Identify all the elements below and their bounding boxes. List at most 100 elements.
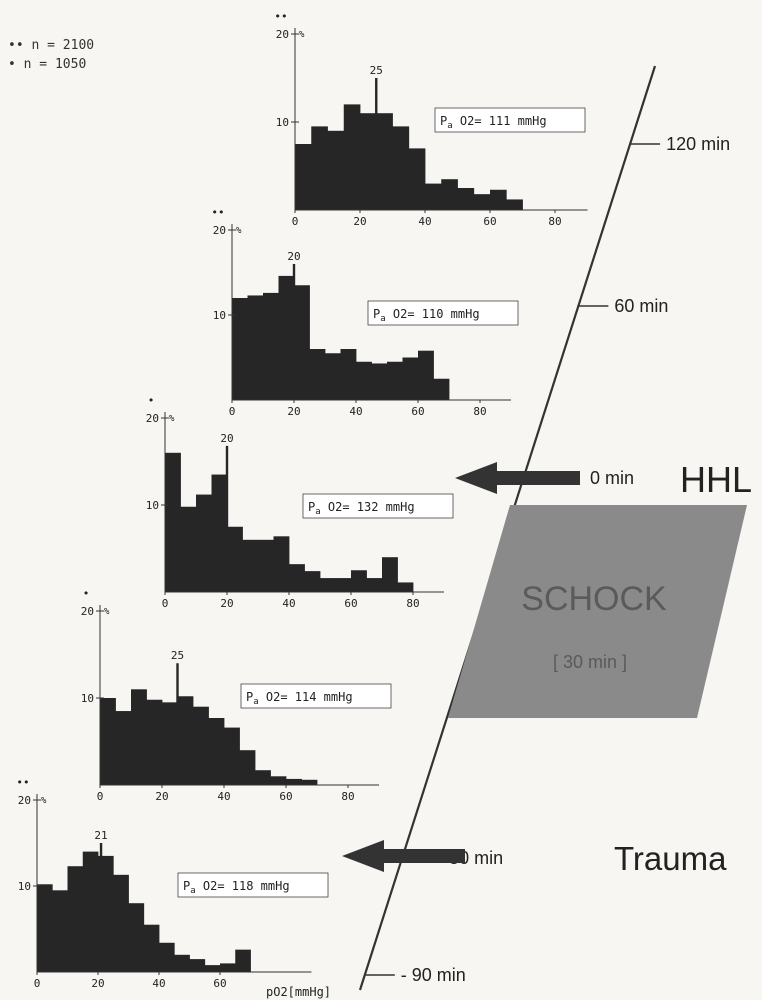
x-tick-label: 60: [279, 790, 292, 803]
timeline-label: - 90 min: [401, 965, 466, 985]
x-tick-label: 40: [217, 790, 230, 803]
histogram-bar: [220, 963, 236, 972]
histogram-bar: [128, 903, 145, 972]
legend-label: n = 2100: [31, 38, 95, 53]
histogram-bar: [327, 130, 345, 210]
n-marker: ••: [274, 10, 287, 23]
histogram-bar: [165, 452, 181, 592]
histogram-bar: [247, 295, 264, 400]
histogram-bar: [433, 378, 450, 400]
histogram-bar: [255, 770, 271, 785]
histogram-bar: [239, 750, 256, 785]
x-tick-label: 20: [287, 405, 300, 418]
histogram-bar: [441, 179, 458, 210]
histogram-bar: [382, 557, 398, 592]
histogram-panel: 25 10 20 % • 0 20 40 60 80 Pa O2= 114 mmHg: [81, 587, 392, 803]
histogram-bar: [371, 363, 388, 400]
histograms: 25 10 20 % •• 0 20 40 60 80 Pa O2= 111 mmHg 20 10 20%…: [16, 10, 588, 999]
pao2-box: [177, 872, 329, 898]
trauma-label: Trauma: [614, 840, 727, 877]
peak-label: 20: [220, 432, 233, 445]
y-tick-label: 20: [276, 28, 289, 41]
histogram-bar: [159, 942, 175, 972]
histogram-bar: [325, 353, 341, 400]
histogram-bar: [311, 126, 328, 210]
peak-label: 25: [171, 649, 184, 662]
y-tick-label: 20: [18, 794, 31, 807]
pao2-box: [367, 300, 519, 326]
histogram-bar: [82, 851, 99, 972]
y-tick-label: 10: [81, 692, 94, 705]
histogram-bar: [309, 349, 326, 400]
histogram-bar: [351, 570, 367, 592]
x-tick-label: 20: [220, 597, 233, 610]
peak-label: 20: [287, 250, 300, 263]
x-tick-label: 0: [34, 977, 41, 990]
histogram-bar: [273, 536, 290, 592]
histogram-bar: [418, 350, 434, 400]
y-unit-label: %: [169, 414, 175, 424]
y-tick-label: 20: [81, 605, 94, 618]
pao2-label: Pa O2= 111 mmHg: [440, 114, 547, 131]
histogram-bar: [392, 126, 410, 210]
histogram-bar: [174, 954, 190, 972]
x-tick-label: 80: [341, 790, 354, 803]
histogram-bar: [397, 582, 414, 592]
x-tick-label: 40: [418, 215, 431, 228]
n-marker: •: [83, 587, 90, 600]
histogram-bar: [227, 526, 243, 592]
histogram-bar: [340, 349, 357, 400]
histogram-bar: [113, 874, 129, 972]
histogram-panel: 20 10 20 % •• 0 20 40 60 80 Pa O2= 110 mmHg: [211, 206, 519, 418]
x-tick-label: 60: [411, 405, 424, 418]
histogram-bar: [473, 194, 491, 210]
histogram-bar: [289, 564, 305, 592]
histogram-bar: [204, 965, 221, 972]
x-tick-label: 0: [97, 790, 104, 803]
histogram-bar: [356, 361, 372, 400]
x-tick-label: 40: [152, 977, 165, 990]
n-marker: ••: [16, 776, 29, 789]
pao2-label: Pa O2= 110 mmHg: [373, 307, 480, 324]
histogram-bar: [224, 727, 240, 785]
hhl-arrow: [455, 462, 580, 494]
peak-label: 21: [94, 829, 107, 842]
y-unit-label: %: [236, 226, 242, 236]
x-tick-label: 60: [213, 977, 226, 990]
histogram-bar: [131, 689, 147, 785]
pao2-label: Pa O2= 114 mmHg: [246, 690, 353, 707]
x-tick-label: 40: [282, 597, 295, 610]
x-tick-label: 20: [155, 790, 168, 803]
histogram-bar: [115, 711, 132, 785]
x-tick-label: 60: [344, 597, 357, 610]
histogram-bar: [387, 361, 403, 400]
histogram-bar: [278, 275, 295, 400]
histogram-bar: [457, 188, 475, 210]
x-unit-label: pO2[mmHg]: [266, 985, 331, 999]
histogram-bar: [162, 702, 178, 785]
histogram-bar: [320, 578, 336, 592]
histogram-bar: [211, 474, 228, 592]
y-unit-label: %: [41, 796, 47, 806]
y-tick-label: 20: [146, 412, 159, 425]
y-tick-label: 10: [276, 116, 289, 129]
histogram-panel: 20 10 20 % • 0 20 40 60 80 Pa O2= 132 mmHg: [146, 394, 454, 610]
histogram-bar: [286, 778, 302, 785]
x-tick-label: 20: [91, 977, 104, 990]
timeline-label: 0 min: [590, 468, 634, 488]
histogram-bar: [235, 949, 251, 972]
hhl-label: HHL: [680, 459, 752, 500]
legend-label: n = 1050: [23, 57, 87, 72]
pao2-box: [434, 107, 586, 133]
pao2-label: Pa O2= 132 mmHg: [308, 500, 415, 517]
histogram-bar: [37, 884, 53, 972]
histogram-bar: [506, 199, 523, 210]
x-tick-label: 20: [353, 215, 366, 228]
x-tick-label: 0: [229, 405, 236, 418]
y-tick-label: 20: [213, 224, 226, 237]
x-tick-label: 40: [349, 405, 362, 418]
timeline-label: 60 min: [614, 296, 668, 316]
histogram-bar: [100, 698, 116, 785]
x-tick-label: 60: [483, 215, 496, 228]
histogram-bar: [52, 890, 68, 972]
